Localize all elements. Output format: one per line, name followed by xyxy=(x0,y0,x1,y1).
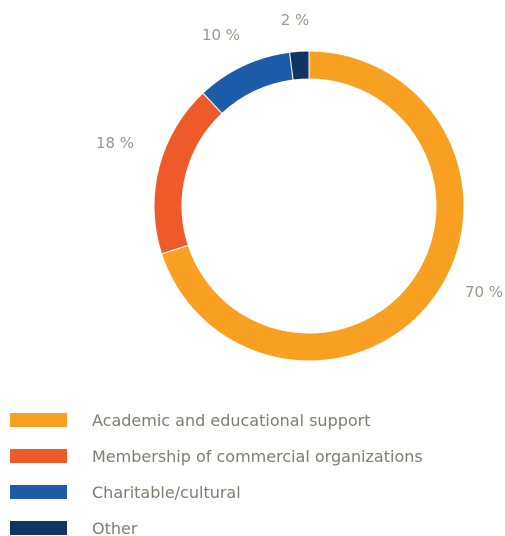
slice-value-label-0: 70 % xyxy=(465,283,503,301)
slice-value-label-2: 10 % xyxy=(202,26,240,44)
legend-label-0: Academic and educational support xyxy=(92,411,371,430)
donut-slice-2 xyxy=(202,51,294,115)
legend-label-2: Charitable/cultural xyxy=(92,483,241,502)
legend-swatch-0 xyxy=(10,413,67,427)
legend-label-3: Other xyxy=(92,519,138,536)
slice-value-label-3: 2 % xyxy=(281,11,310,29)
donut-slice-1 xyxy=(153,92,223,255)
legend-swatch-3 xyxy=(10,521,67,535)
donut-slice-3 xyxy=(289,50,310,81)
legend-swatch-2 xyxy=(10,485,67,499)
legend-swatch-1 xyxy=(10,449,67,463)
donut-slice-0 xyxy=(160,50,465,362)
legend-label-1: Membership of commercial organizations xyxy=(92,447,423,466)
slice-value-label-1: 18 % xyxy=(96,134,134,152)
